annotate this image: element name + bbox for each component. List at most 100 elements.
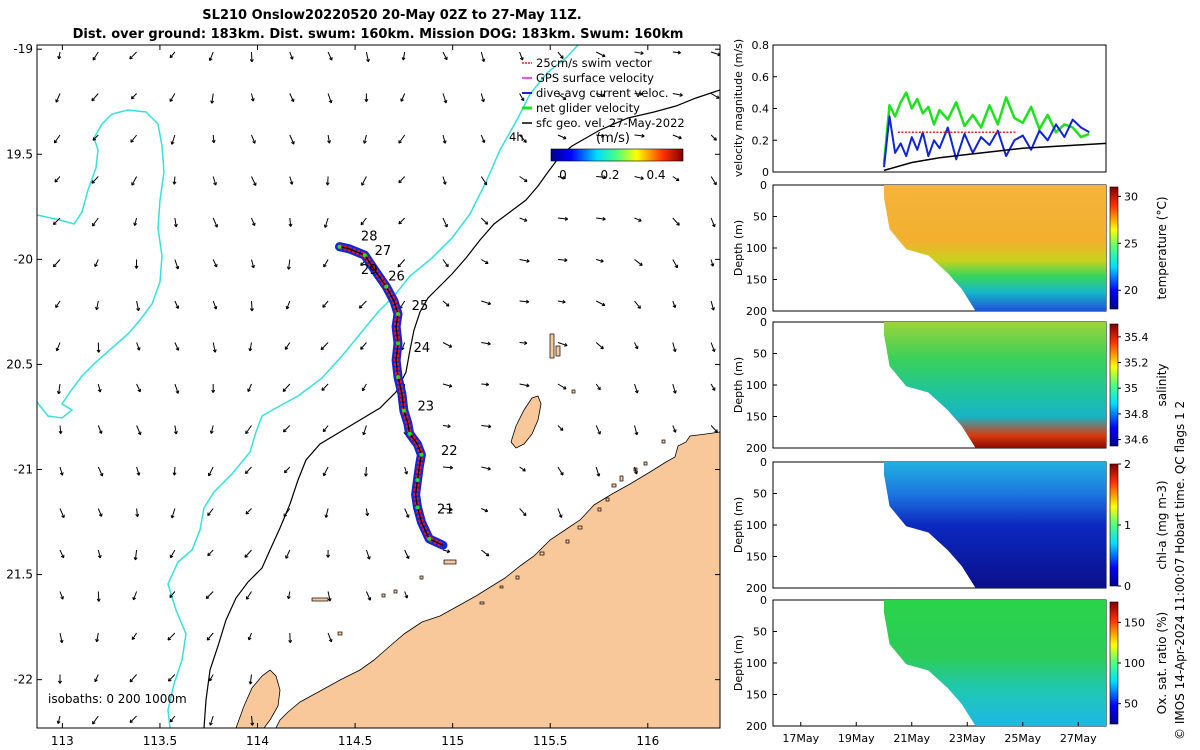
velocity-arrow-head bbox=[169, 98, 174, 102]
velocity-arrow bbox=[246, 591, 252, 600]
velocity-arrow-head bbox=[136, 307, 141, 312]
velocity-arrow-head bbox=[638, 218, 642, 222]
depth-tick-label: 0 bbox=[760, 316, 767, 329]
velocity-arrow-head bbox=[522, 512, 527, 517]
velocity-arrow-head bbox=[247, 636, 252, 641]
velocity-arrow-head bbox=[96, 349, 101, 353]
velocity-arrow-head bbox=[600, 345, 604, 350]
velocity-arrow-head bbox=[400, 98, 404, 102]
velocity-arrow bbox=[251, 300, 253, 312]
map-y-tick-label: 19.5 bbox=[6, 147, 33, 161]
velocity-arrow bbox=[211, 93, 214, 104]
velocity-arrow bbox=[168, 674, 176, 682]
velocity-arrow bbox=[442, 176, 446, 185]
velocity-arrow-head bbox=[206, 637, 211, 641]
velocity-arrow bbox=[97, 549, 101, 559]
velocity-arrow bbox=[595, 300, 606, 306]
velocity-arrow-head bbox=[208, 57, 213, 62]
track-fix bbox=[407, 431, 412, 436]
velocity-arrow-head bbox=[99, 473, 104, 477]
velocity-arrow-head bbox=[136, 472, 141, 476]
depth-tick-label: 200 bbox=[746, 720, 767, 733]
velocity-arrow-head bbox=[170, 141, 175, 145]
velocity-arrow-head bbox=[250, 98, 255, 102]
velocity-arrow-head bbox=[130, 95, 135, 100]
velocity-arrow-head bbox=[637, 305, 641, 309]
velocity-arrow bbox=[167, 632, 176, 641]
velocity-arrow bbox=[710, 134, 717, 141]
velocity-arrow-head bbox=[641, 133, 645, 138]
section-ylabel: Depth (m) bbox=[732, 220, 745, 276]
velocity-arrow-head bbox=[288, 223, 293, 227]
velocity-arrow bbox=[672, 134, 682, 139]
velocity-arrow-head bbox=[405, 555, 410, 560]
track-fix bbox=[337, 244, 342, 249]
velocity-arrow-head bbox=[91, 180, 95, 184]
velocity-arrow bbox=[442, 259, 449, 268]
depth-tick-label: 50 bbox=[753, 348, 767, 361]
colorbar-tick-label: 150 bbox=[1124, 616, 1145, 629]
velocity-arrow-head bbox=[52, 263, 57, 268]
velocity-arrow bbox=[710, 176, 717, 186]
velocity-arrow bbox=[404, 508, 410, 518]
velocity-arrow-head bbox=[485, 552, 490, 557]
velocity-arrow-head bbox=[92, 57, 97, 61]
velocity-arrow bbox=[634, 217, 642, 222]
velocity-arrow bbox=[251, 217, 256, 226]
velocity-arrow-head bbox=[716, 95, 720, 99]
velocity-arrow bbox=[672, 217, 680, 226]
section-variable-label: chl-a (mg m-3) bbox=[1155, 480, 1169, 569]
velocity-arrow bbox=[327, 176, 329, 186]
colorbar-tick-label: 35.4 bbox=[1124, 331, 1149, 344]
velocity-arrow-head bbox=[404, 471, 409, 475]
velocity-arrow-head bbox=[57, 680, 62, 684]
velocity-arrow-head bbox=[213, 263, 218, 268]
velocity-arrow-head bbox=[251, 264, 256, 269]
track-centerline bbox=[339, 246, 444, 546]
velocity-arrow bbox=[442, 425, 451, 427]
map-y-tick-label: -22 bbox=[13, 673, 33, 687]
velocity-arrow bbox=[519, 508, 527, 516]
map-y-tick-label: -19 bbox=[13, 42, 33, 56]
velocity-arrow-head bbox=[248, 347, 253, 352]
velocity-arrow-head bbox=[710, 263, 715, 267]
velocity-arrow-head bbox=[289, 181, 294, 185]
velocity-arrow bbox=[365, 466, 367, 477]
velocity-arrow bbox=[136, 342, 140, 351]
legend-marker-label: 4h bbox=[509, 130, 524, 144]
velocity-arrow-head bbox=[401, 57, 406, 61]
depth-tick-label: 0 bbox=[760, 456, 767, 469]
velocity-arrow bbox=[442, 93, 447, 104]
section-colorbar bbox=[1109, 323, 1119, 447]
velocity-arrow bbox=[97, 466, 103, 477]
velocity-arrow-head bbox=[322, 428, 327, 433]
velocity-arrow bbox=[442, 300, 450, 307]
velocity-arrow-head bbox=[283, 469, 288, 474]
velocity-arrow-head bbox=[596, 473, 601, 477]
velocity-arrow-head bbox=[398, 179, 402, 184]
map-x-tick-label: 115.5 bbox=[533, 734, 567, 748]
map-axis-ticks: 113 113.5 114 114.5 115 115.5 116 -19 19.5 -20 20.… bbox=[6, 42, 720, 748]
velocity-arrow-head bbox=[170, 514, 175, 519]
velocity-arrow bbox=[672, 300, 676, 308]
velocity-arrow bbox=[519, 93, 525, 101]
velocity-arrow-head bbox=[136, 347, 141, 351]
velocity-arrow bbox=[129, 51, 137, 60]
day-label: 29 bbox=[361, 263, 378, 278]
velocity-panel: 0 0.2 0.4 0.6 0.8 velocity magnitude (m/s) bbox=[732, 39, 1107, 179]
velocity-arrow-head bbox=[58, 430, 63, 434]
velocity-arrow bbox=[365, 51, 369, 62]
velocity-arrow-head bbox=[711, 348, 716, 352]
track-fix bbox=[384, 284, 389, 289]
date-tick-label: 21May bbox=[893, 732, 930, 745]
velocity-arrow-head bbox=[59, 639, 64, 644]
velocity-arrow-head bbox=[448, 383, 453, 388]
velocity-arrow-head bbox=[131, 182, 135, 186]
velocity-arrow-head bbox=[597, 431, 601, 435]
colorbar-tick-label: 50 bbox=[1124, 698, 1138, 711]
velocity-arrow bbox=[174, 217, 177, 227]
island-peninsula-left bbox=[235, 669, 281, 728]
velocity-arrow-head bbox=[60, 596, 64, 600]
map-x-tick-label: 114.5 bbox=[338, 734, 372, 748]
